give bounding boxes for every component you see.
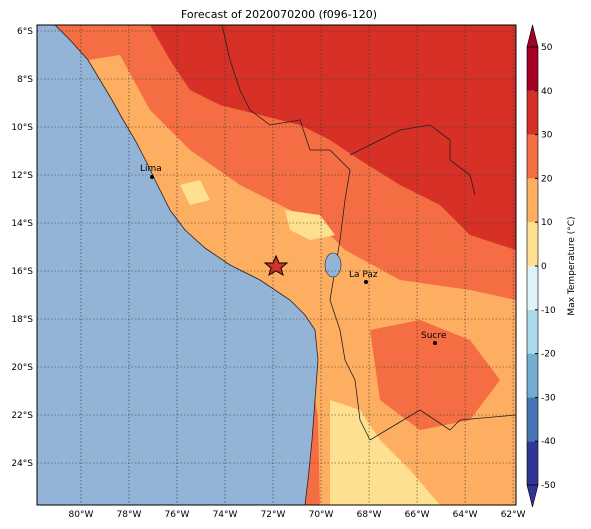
colorbar-tick-label: -40 — [541, 437, 556, 447]
colorbar-bin — [527, 90, 538, 135]
colorbar-tick-label: 20 — [541, 174, 553, 184]
ocean — [37, 25, 318, 505]
lat-tick-label: 8°S — [17, 75, 33, 85]
map-area: Lima La Paz Sucre — [37, 24, 517, 506]
city-marker — [150, 175, 154, 179]
cool-patch — [180, 180, 210, 205]
lon-tick-label: 74°W — [213, 510, 238, 520]
lat-tick-label: 16°S — [11, 267, 33, 277]
colorbar-bin — [527, 309, 538, 354]
colorbar-tick-label: 10 — [541, 218, 553, 228]
lon-tick-label: 78°W — [117, 510, 142, 520]
city-label: Lima — [140, 164, 162, 174]
border — [221, 24, 371, 441]
city-marker — [364, 280, 368, 284]
colorbar-tick-label: 0 — [541, 262, 547, 272]
colorbar-extend — [526, 484, 539, 508]
colorbar-tick-label: 50 — [541, 43, 553, 53]
city-marker — [433, 341, 437, 345]
colorbar-bin — [527, 222, 538, 266]
lon-tick-label: 62°W — [501, 510, 526, 520]
lon-tick-label: 70°W — [309, 510, 334, 520]
lat-tick-label: 10°S — [11, 123, 33, 133]
coastline — [54, 24, 319, 506]
cool-region — [330, 400, 440, 505]
lat-tick-label: 24°S — [11, 459, 33, 469]
colorbar-extend — [526, 24, 539, 48]
colorbar-bin — [527, 353, 538, 398]
colorbar-tick-label: 40 — [541, 87, 553, 97]
lat-tick-label: 22°S — [11, 411, 33, 421]
colorbar-tick-label: -30 — [541, 393, 556, 403]
mild-patch — [370, 320, 500, 430]
lon-tick-label: 76°W — [165, 510, 190, 520]
colorbar-tick-label: 30 — [541, 131, 553, 141]
lat-tick-label: 20°S — [11, 363, 33, 373]
border — [349, 124, 476, 196]
cool-patch — [285, 210, 335, 240]
colorbar-bin — [527, 397, 538, 442]
colorbar-bin — [527, 441, 538, 485]
lon-tick-label: 68°W — [357, 510, 382, 520]
colorbar-tick-label: -20 — [541, 350, 556, 360]
colorbar-tick-label: -10 — [541, 306, 556, 316]
title: Forecast of 2020070200 (f096-120) — [181, 8, 377, 21]
colorbar-bin — [527, 178, 538, 223]
colorbar-tick-label: -50 — [541, 481, 556, 491]
lon-tick-label: 72°W — [261, 510, 286, 520]
colorbar-bin — [527, 134, 538, 179]
lat-tick-label: 14°S — [11, 219, 33, 229]
lon-tick-label: 64°W — [453, 510, 478, 520]
border — [369, 409, 517, 441]
lat-tick-label: 18°S — [11, 315, 33, 325]
lake — [324, 252, 342, 278]
colorbar-label: Max Temperature (°C) — [567, 216, 577, 315]
lon-tick-label: 80°W — [69, 510, 94, 520]
lat-tick-label: 12°S — [11, 171, 33, 181]
map-frame — [36, 24, 517, 506]
lon-tick-label: 66°W — [405, 510, 430, 520]
colorbar-bin — [527, 47, 538, 91]
hot-region — [150, 25, 516, 250]
lat-tick-label: 6°S — [17, 27, 33, 37]
city-label: La Paz — [349, 270, 378, 280]
colorbar-bin — [527, 266, 538, 310]
city-label: Sucre — [421, 331, 447, 341]
